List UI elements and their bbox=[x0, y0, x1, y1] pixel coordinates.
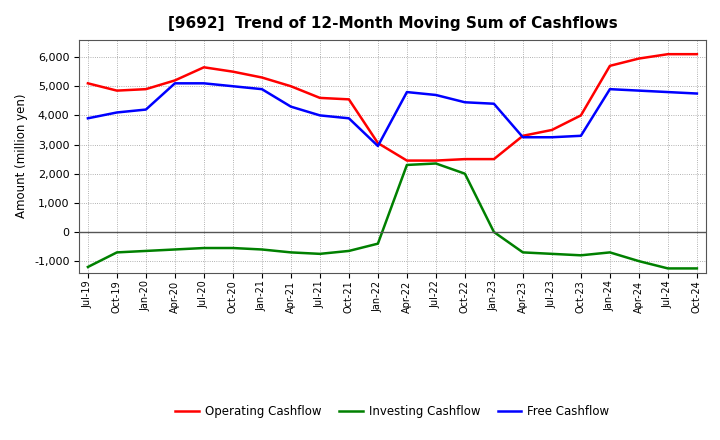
Investing Cashflow bbox=[577, 253, 585, 258]
Investing Cashflow bbox=[518, 250, 527, 255]
Free Cashflow bbox=[490, 101, 498, 106]
Investing Cashflow bbox=[228, 246, 237, 251]
Investing Cashflow bbox=[258, 247, 266, 252]
Investing Cashflow bbox=[345, 248, 354, 253]
Free Cashflow bbox=[577, 133, 585, 139]
Operating Cashflow bbox=[518, 133, 527, 139]
Operating Cashflow bbox=[634, 56, 643, 61]
Free Cashflow bbox=[402, 89, 411, 95]
Operating Cashflow bbox=[490, 157, 498, 162]
Free Cashflow bbox=[287, 104, 295, 109]
Investing Cashflow bbox=[634, 258, 643, 264]
Free Cashflow bbox=[112, 110, 121, 115]
Investing Cashflow bbox=[490, 229, 498, 235]
Line: Investing Cashflow: Investing Cashflow bbox=[88, 164, 697, 268]
Free Cashflow bbox=[228, 84, 237, 89]
Free Cashflow bbox=[518, 135, 527, 140]
Free Cashflow bbox=[431, 92, 440, 98]
Investing Cashflow bbox=[171, 247, 179, 252]
Free Cashflow bbox=[199, 81, 208, 86]
Investing Cashflow bbox=[142, 248, 150, 253]
Investing Cashflow bbox=[112, 250, 121, 255]
Investing Cashflow bbox=[461, 171, 469, 176]
Free Cashflow bbox=[258, 87, 266, 92]
Operating Cashflow bbox=[548, 127, 557, 132]
Title: [9692]  Trend of 12-Month Moving Sum of Cashflows: [9692] Trend of 12-Month Moving Sum of C… bbox=[168, 16, 617, 32]
Operating Cashflow bbox=[461, 157, 469, 162]
Free Cashflow bbox=[345, 116, 354, 121]
Free Cashflow bbox=[315, 113, 324, 118]
Free Cashflow bbox=[664, 89, 672, 95]
Operating Cashflow bbox=[345, 97, 354, 102]
Operating Cashflow bbox=[228, 69, 237, 74]
Free Cashflow bbox=[461, 99, 469, 105]
Free Cashflow bbox=[606, 87, 614, 92]
Investing Cashflow bbox=[548, 251, 557, 257]
Investing Cashflow bbox=[402, 162, 411, 168]
Free Cashflow bbox=[142, 107, 150, 112]
Operating Cashflow bbox=[693, 51, 701, 57]
Operating Cashflow bbox=[374, 140, 382, 146]
Investing Cashflow bbox=[374, 241, 382, 246]
Investing Cashflow bbox=[199, 246, 208, 251]
Operating Cashflow bbox=[606, 63, 614, 69]
Operating Cashflow bbox=[171, 78, 179, 83]
Free Cashflow bbox=[634, 88, 643, 93]
Operating Cashflow bbox=[84, 81, 92, 86]
Y-axis label: Amount (million yen): Amount (million yen) bbox=[15, 94, 28, 218]
Free Cashflow bbox=[171, 81, 179, 86]
Free Cashflow bbox=[693, 91, 701, 96]
Operating Cashflow bbox=[664, 51, 672, 57]
Investing Cashflow bbox=[664, 266, 672, 271]
Operating Cashflow bbox=[402, 158, 411, 163]
Line: Free Cashflow: Free Cashflow bbox=[88, 83, 697, 146]
Investing Cashflow bbox=[287, 250, 295, 255]
Free Cashflow bbox=[84, 116, 92, 121]
Operating Cashflow bbox=[431, 158, 440, 163]
Investing Cashflow bbox=[431, 161, 440, 166]
Line: Operating Cashflow: Operating Cashflow bbox=[88, 54, 697, 161]
Operating Cashflow bbox=[142, 87, 150, 92]
Free Cashflow bbox=[374, 143, 382, 149]
Investing Cashflow bbox=[606, 250, 614, 255]
Investing Cashflow bbox=[693, 266, 701, 271]
Operating Cashflow bbox=[287, 84, 295, 89]
Operating Cashflow bbox=[577, 113, 585, 118]
Investing Cashflow bbox=[84, 264, 92, 270]
Free Cashflow bbox=[548, 135, 557, 140]
Operating Cashflow bbox=[199, 65, 208, 70]
Operating Cashflow bbox=[258, 75, 266, 80]
Investing Cashflow bbox=[315, 251, 324, 257]
Operating Cashflow bbox=[315, 95, 324, 100]
Legend: Operating Cashflow, Investing Cashflow, Free Cashflow: Operating Cashflow, Investing Cashflow, … bbox=[171, 400, 614, 422]
Operating Cashflow bbox=[112, 88, 121, 93]
